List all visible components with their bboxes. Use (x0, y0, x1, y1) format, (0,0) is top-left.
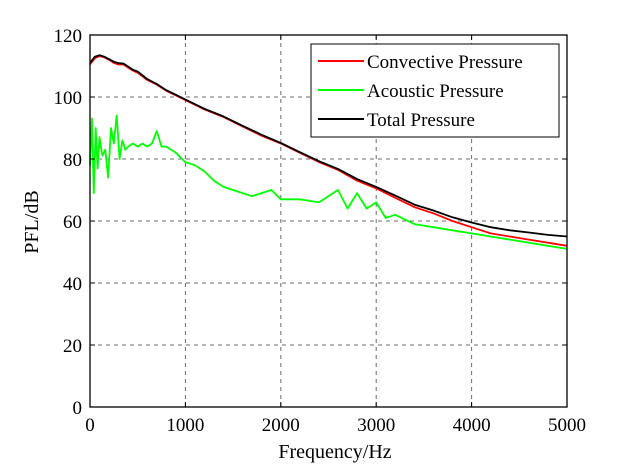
x-tick-label: 3000 (357, 415, 395, 436)
y-tick-label: 20 (63, 336, 82, 357)
y-axis-title: PFL/dB (21, 190, 43, 253)
total-pressure-line (89, 54, 568, 238)
legend: Convective Pressure Acoustic Pressure To… (310, 43, 560, 138)
x-tick-label: 0 (85, 415, 95, 436)
tick-labels: 0 1000 2000 3000 4000 5000 0 20 40 60 80 100 120 (54, 26, 587, 436)
y-tick-label: 0 (73, 398, 83, 419)
x-tick-label: 4000 (453, 415, 491, 436)
acoustic-pressure-line (89, 114, 568, 250)
y-tick-label: 80 (63, 150, 82, 171)
grid (90, 35, 567, 407)
x-axis-title: Frequency/Hz (278, 441, 391, 463)
x-tick-label: 1000 (166, 415, 204, 436)
axis-ticks (89, 34, 568, 408)
legend-label-total: Total Pressure (367, 110, 475, 131)
series-lines (89, 54, 568, 250)
y-tick-label: 120 (54, 26, 83, 47)
y-tick-label: 40 (63, 274, 82, 295)
x-tick-label: 5000 (548, 415, 586, 436)
legend-label-convective: Convective Pressure (367, 52, 523, 73)
y-tick-label: 100 (54, 88, 83, 109)
legend-label-acoustic: Acoustic Pressure (367, 81, 504, 102)
y-tick-label: 60 (63, 212, 82, 233)
x-tick-label: 2000 (262, 415, 300, 436)
